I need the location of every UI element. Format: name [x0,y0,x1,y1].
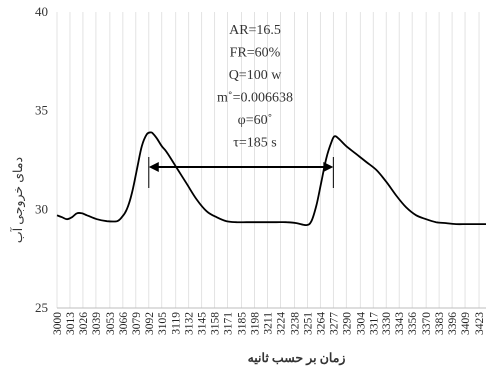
x-tick-label: 3224 [275,312,287,335]
annotation-text: Q=100 w [229,68,283,83]
y-tick-label: 35 [35,103,48,118]
x-tick-label: 3264 [315,312,327,335]
x-tick-label: 3304 [355,312,367,335]
x-tick-label: 3198 [250,312,262,335]
x-tick-label: 3119 [171,312,183,335]
axes: 3000 3013 3026 3039 3053 3066 3079 3092 3105 3119… [9,4,486,366]
x-tick-label: 3356 [407,312,419,335]
x-tick-label: 3330 [381,312,393,335]
x-tick-label: 3132 [184,312,196,335]
y-tick-label: 40 [35,4,48,19]
x-tick-label: 3013 [65,312,77,335]
x-tick-label: 3066 [118,312,130,335]
x-tick-label: 3277 [328,312,340,335]
period-arrow-head-right [323,162,334,172]
x-tick-label: 3079 [131,312,143,335]
x-tick-label: 3039 [91,312,103,335]
x-tick-label: 3238 [289,312,301,335]
series [56,131,486,227]
y-axis-title: دمای خروجی آب [9,156,26,243]
x-tick-label: 3158 [210,312,222,335]
y-tick-label: 30 [35,201,48,216]
y-tick-label: 25 [35,300,48,315]
x-tick-label: 3290 [341,312,353,335]
x-tick-label: 3105 [157,312,169,335]
x-tick-label: 3145 [197,312,209,335]
annotation-text: φ=60˚ [238,113,273,128]
x-tick-label: 3251 [302,312,314,335]
annotation-text: AR=16.5 [229,23,281,38]
annotations: AR=16.5 FR=60% Q=100 w m˚=0.006638 φ=60˚ τ=18… [148,23,334,188]
x-tick-label: 3026 [78,312,90,335]
period-arrow-head-left [148,162,159,172]
series-line [56,131,486,227]
x-axis-title: زمان بر حسب ثانیه [248,351,346,366]
x-tick-label: 3317 [368,312,380,335]
x-tick-label: 3171 [223,312,235,335]
x-tick-label: 3185 [237,312,249,335]
x-tick-label: 3409 [460,312,472,335]
x-tick-label: 3000 [52,312,64,335]
x-tick-label: 3383 [434,312,446,335]
x-tick-label: 3343 [394,312,406,335]
annotation-text: τ=185 s [233,136,276,151]
x-tick-label: 3370 [421,312,433,335]
annotation-text: FR=60% [230,46,281,61]
x-tick-label: 3053 [105,312,117,335]
x-tick-label: 3211 [263,312,275,335]
x-tick-label: 3092 [144,312,156,335]
x-tick-label: 3396 [447,312,459,335]
annotation-text: m˚=0.006638 [217,91,293,106]
x-tick-label: 3423 [474,312,486,335]
